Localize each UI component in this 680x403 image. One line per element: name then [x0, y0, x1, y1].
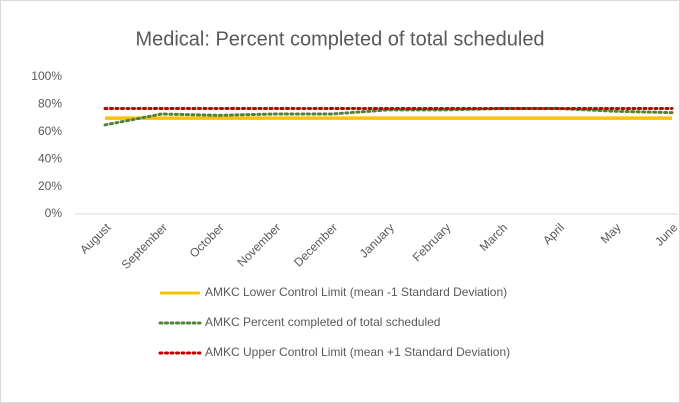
- legend-label: AMKC Percent completed of total schedule…: [205, 315, 440, 329]
- y-tick-label: 60%: [38, 124, 62, 138]
- chart-title: Medical: Percent completed of total sche…: [135, 28, 544, 50]
- legend-label: AMKC Lower Control Limit (mean -1 Standa…: [205, 285, 507, 299]
- legend-label: AMKC Upper Control Limit (mean +1 Standa…: [205, 345, 510, 359]
- y-tick-label: 40%: [38, 151, 62, 165]
- y-tick-label: 0%: [45, 206, 63, 220]
- y-tick-label: 80%: [38, 97, 62, 111]
- y-tick-label: 20%: [38, 179, 62, 193]
- y-tick-label: 100%: [31, 69, 62, 83]
